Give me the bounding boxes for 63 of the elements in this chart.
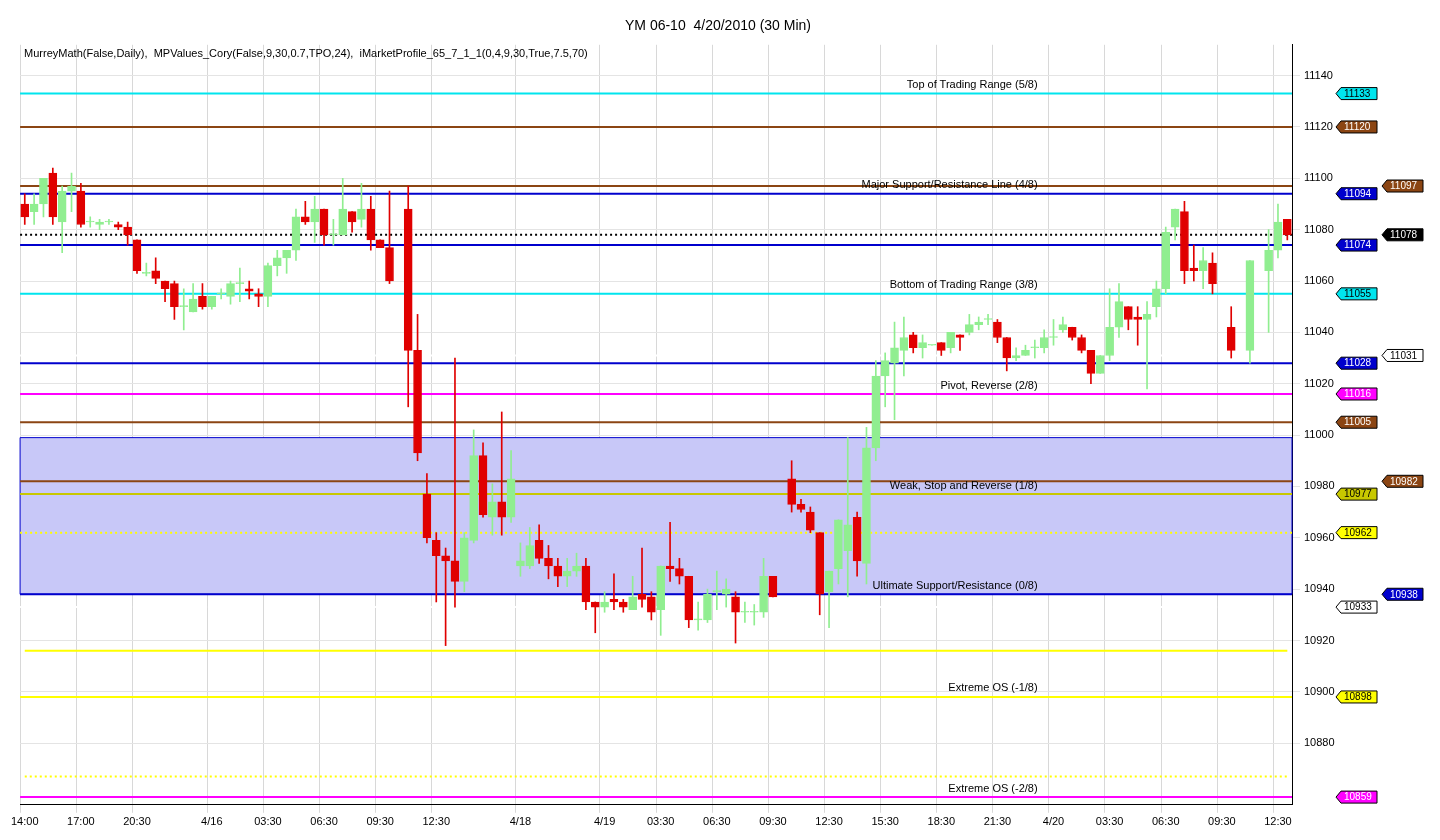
x-tick-label: 09:30 [366,815,394,828]
ref-line-label: Bottom of Trading Range (3/8) [889,278,1038,291]
text: 10859 [1344,791,1373,803]
text: 10938 [1390,588,1419,600]
y-tick-label: 10980 [1304,479,1335,492]
text: 11016 [1344,388,1372,400]
x-tick-label: 20:30 [123,815,151,828]
x-tick-label: 4/19 [593,815,616,828]
x-tick-label: 03:30 [646,815,675,828]
text: 10962 [1344,526,1373,538]
y-tick-label: 11020 [1304,376,1334,389]
annotation: MurreyMath(False,Daily), MPValues_Cory(False,9,30,0.7,TPO,24), iMarketProfile_65_7_1_1(0,4,9,30,True,7.5,70) [24,47,588,60]
x-tick-label: 03:30 [254,815,282,828]
ref-line-label: Ultimate Support/Resistance (0/8) [872,578,1038,591]
text: 10982 [1390,475,1419,487]
y-tick-label: 11040 [1304,325,1334,338]
chart-title: YM 06-10 4/20/2010 (30 Min) [625,17,811,34]
y-tick-label: 10880 [1304,736,1335,749]
y-tick-label: 11120 [1304,119,1333,132]
text: 11005 [1344,416,1372,428]
text: 11097 [1390,180,1418,192]
x-tick-label: 12:30 [422,815,451,828]
x-tick-label: 14:00 [11,815,39,828]
x-tick-label: 4/16 [201,815,223,828]
y-tick-label: 10940 [1304,582,1335,595]
y-tick-label: 11080 [1304,222,1334,235]
text: 10898 [1344,691,1373,703]
y-tick-label: 10920 [1304,633,1335,646]
x-tick-label: 12:30 [815,815,843,828]
y-tick-label: 11000 [1304,428,1334,441]
ref-line-label: Weak, Stop and Reverse (1/8) [889,478,1038,491]
text: 10977 [1344,488,1373,500]
x-tick-label: 15:30 [871,815,899,828]
y-tick-label: 10900 [1304,684,1335,697]
y-tick-label: 11100 [1304,171,1333,184]
y-tick-label: 10960 [1304,530,1335,543]
text: 10933 [1344,601,1373,613]
x-tick-label: 09:30 [759,815,787,828]
x-tick-label: 06:30 [310,815,338,828]
y-tick-label: 11140 [1304,68,1333,81]
text: 11031 [1390,349,1418,361]
ref-line-label: Pivot, Reverse (2/8) [940,378,1038,391]
x-tick-label: 21:30 [983,815,1012,828]
text: 11133 [1344,87,1371,99]
ref-line-label: Top of Trading Range (5/8) [906,78,1038,91]
text: 11055 [1344,288,1372,300]
x-tick-label: 12:30 [1264,815,1292,828]
x-tick-label: 06:30 [703,815,731,828]
ref-line-label: Extreme OS (-2/8) [948,781,1038,794]
x-tick-label: 09:30 [1208,815,1236,828]
x-tick-label: 17:00 [67,815,95,828]
x-tick-label: 4/18 [509,815,532,828]
text: 11028 [1344,357,1372,369]
y-tick-label: 11060 [1304,274,1334,287]
x-tick-label: 03:30 [1095,815,1124,828]
x-tick-label: 06:30 [1151,815,1180,828]
x-tick-label: 4/20 [1042,815,1065,828]
ref-line-label: Extreme OS (-1/8) [948,681,1038,694]
text: 11078 [1390,229,1418,241]
text: 11074 [1344,239,1372,251]
text: 11094 [1344,187,1372,199]
text: 11120 [1344,121,1371,133]
x-tick-label: 18:30 [927,815,956,828]
